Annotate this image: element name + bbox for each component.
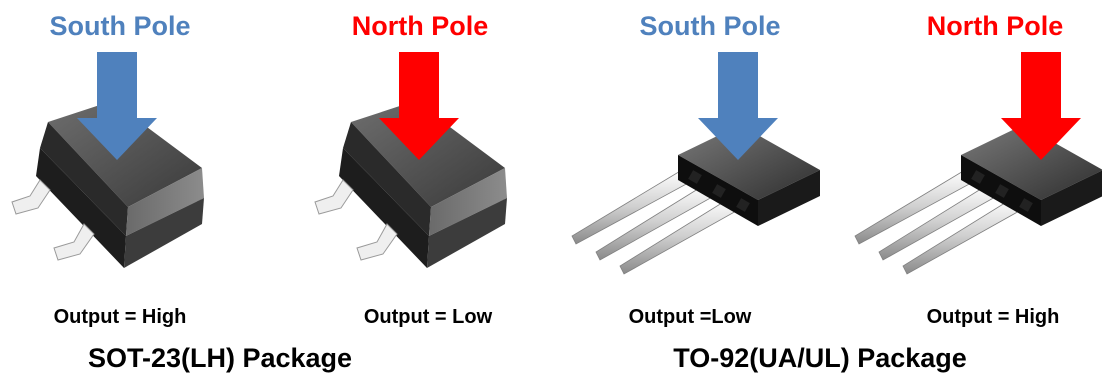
package-title: TO-92(UA/UL) Package <box>673 343 967 373</box>
package-title: SOT-23(LH) Package <box>87 343 353 373</box>
field-arrow-icon <box>77 52 157 160</box>
pole-label: North Pole <box>926 11 1064 41</box>
to92-chip-icon <box>571 124 821 275</box>
pole-label: South Pole <box>639 11 781 41</box>
field-arrow-icon <box>1001 52 1081 160</box>
output-label: Output = High <box>53 306 187 328</box>
output-label: Output =Low <box>628 306 752 328</box>
field-arrow-icon <box>698 52 778 160</box>
output-label: Output = High <box>926 306 1060 328</box>
pole-label: North Pole <box>351 11 489 41</box>
output-label: Output = Low <box>363 306 493 328</box>
pole-label: South Pole <box>49 11 191 41</box>
to92-chip-icon <box>854 124 1102 275</box>
field-arrow-icon <box>379 52 459 160</box>
